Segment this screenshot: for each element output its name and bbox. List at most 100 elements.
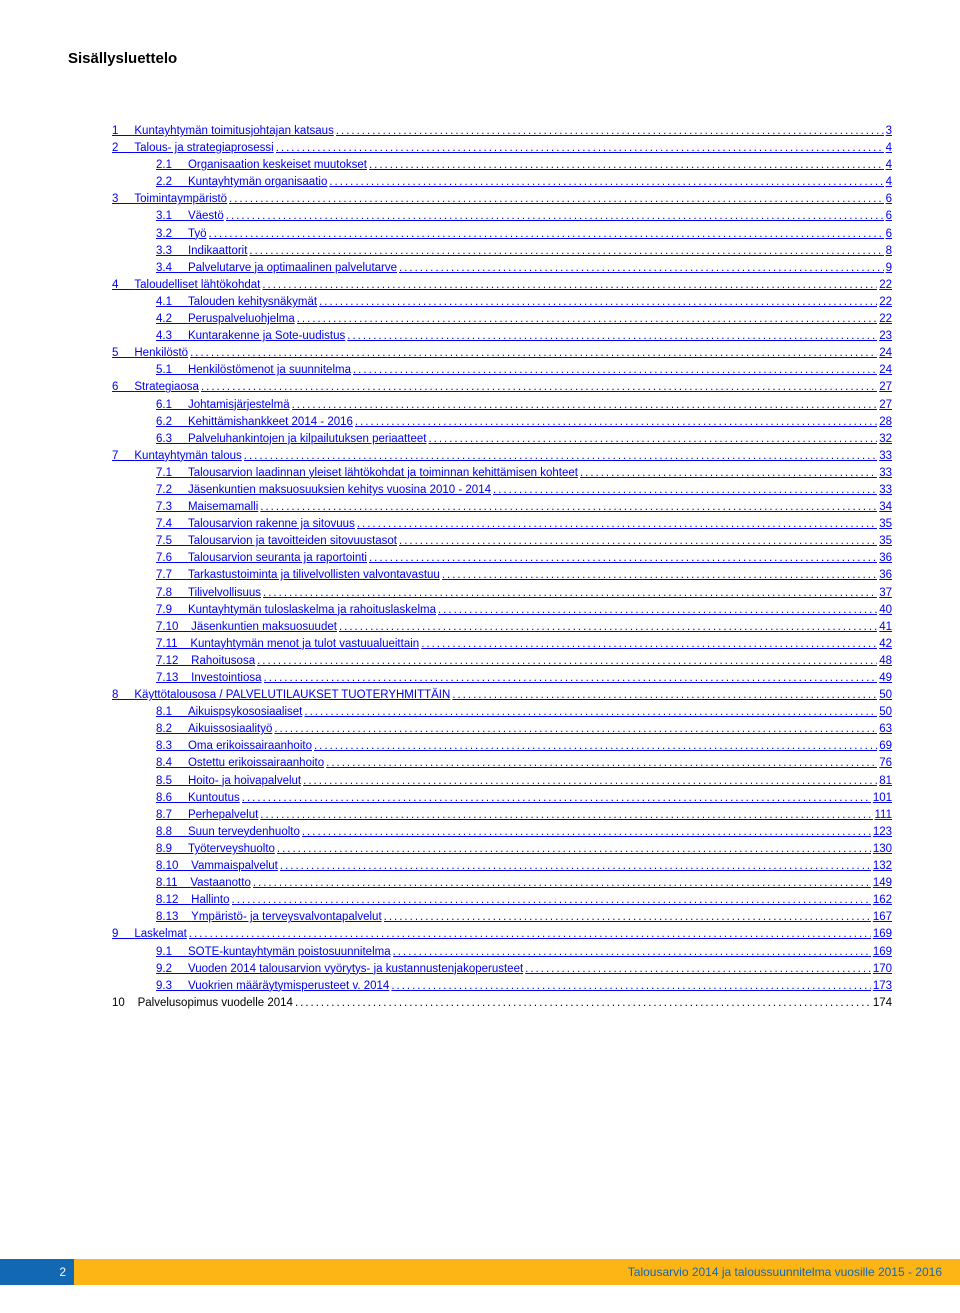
toc-entry[interactable]: 4.3 Kuntarakenne ja Sote-uudistus23 (68, 328, 892, 344)
toc-entry[interactable]: 4.1 Talouden kehitysnäkymät22 (68, 294, 892, 310)
toc-entry[interactable]: 7.3 Maisemamalli34 (68, 499, 892, 515)
footer-page-number: 2 (0, 1259, 74, 1285)
toc-entry[interactable]: 8.12 Hallinto162 (68, 892, 892, 908)
toc-entry[interactable]: 8.8 Suun terveydenhuolto123 (68, 824, 892, 840)
toc-number: 8.2 (68, 721, 188, 737)
toc-entry[interactable]: 9 Laskelmat169 (68, 926, 892, 942)
toc-page-number: 22 (879, 277, 892, 293)
toc-page-number: 9 (886, 260, 892, 276)
toc-title: Ympäristö- ja terveysvalvontapalvelut (191, 909, 381, 925)
toc-title: Rahoitusosa (191, 653, 255, 669)
toc-title: Ostettu erikoissairaanhoito (188, 755, 324, 771)
toc-title: Työterveyshuolto (188, 841, 275, 857)
toc-entry[interactable]: 6 Strategiaosa27 (68, 379, 892, 395)
toc-entry[interactable]: 3.3 Indikaattorit8 (68, 243, 892, 259)
toc-title: Talous- ja strategiaprosessi (134, 140, 273, 156)
toc-number: 9 (68, 926, 134, 942)
toc-number: 6.1 (68, 397, 188, 413)
toc-number: 8.11 (68, 875, 190, 891)
toc-entry[interactable]: 8.4 Ostettu erikoissairaanhoito76 (68, 755, 892, 771)
toc-page-number: 4 (886, 140, 892, 156)
page-footer: 2 Talousarvio 2014 ja taloussuunnitelma … (0, 1259, 960, 1285)
toc-leader-dots (249, 243, 883, 259)
toc-entry[interactable]: 8.13 Ympäristö- ja terveysvalvontapalvel… (68, 909, 892, 925)
toc-entry[interactable]: 6.1 Johtamisjärjestelmä27 (68, 397, 892, 413)
toc-title: Jäsenkuntien maksuosuudet (191, 619, 337, 635)
toc-entry[interactable]: 7.2 Jäsenkuntien maksuosuuksien kehitys … (68, 482, 892, 498)
toc-entry[interactable]: 3.1 Väestö6 (68, 208, 892, 224)
toc-entry[interactable]: 7.4 Talousarvion rakenne ja sitovuus35 (68, 516, 892, 532)
toc-entry[interactable]: 1 Kuntayhtymän toimitusjohtajan katsaus3 (68, 123, 892, 139)
toc-entry[interactable]: 7.12 Rahoitusosa48 (68, 653, 892, 669)
toc-page-number: 33 (879, 482, 892, 498)
toc-entry[interactable]: 4.2 Peruspalveluohjelma22 (68, 311, 892, 327)
toc-entry[interactable]: 7.1 Talousarvion laadinnan yleiset lähtö… (68, 465, 892, 481)
toc-number: 8.8 (68, 824, 188, 840)
toc-number: 8 (68, 687, 134, 703)
toc-page-number: 63 (879, 721, 892, 737)
toc-entry[interactable]: 7.6 Talousarvion seuranta ja raportointi… (68, 550, 892, 566)
toc-number: 8.3 (68, 738, 188, 754)
toc-entry[interactable]: 7.10 Jäsenkuntien maksuosuudet41 (68, 619, 892, 635)
toc-page-number: 48 (879, 653, 892, 669)
toc-entry[interactable]: 7 Kuntayhtymän talous33 (68, 448, 892, 464)
toc-entry[interactable]: 7.9 Kuntayhtymän tuloslaskelma ja rahoit… (68, 602, 892, 618)
toc-entry[interactable]: 8.11 Vastaanotto149 (68, 875, 892, 891)
toc-number: 8.7 (68, 807, 188, 823)
toc-entry[interactable]: 7.8 Tilivelvollisuus37 (68, 585, 892, 601)
toc-entry[interactable]: 3 Toimintaympäristö6 (68, 191, 892, 207)
toc-entry[interactable]: 8.2 Aikuissosiaalityö63 (68, 721, 892, 737)
toc-entry[interactable]: 7.5 Talousarvion ja tavoitteiden sitovuu… (68, 533, 892, 549)
toc-title: Vastaanotto (190, 875, 251, 891)
toc-title: Organisaation keskeiset muutokset (188, 157, 367, 173)
toc-number: 3.4 (68, 260, 188, 276)
toc-title: Tarkastustoiminta ja tilivelvollisten va… (188, 567, 440, 583)
toc-entry[interactable]: 8.10 Vammaispalvelut132 (68, 858, 892, 874)
toc-entry[interactable]: 6.3 Palveluhankintojen ja kilpailutuksen… (68, 431, 892, 447)
toc-page-number: 33 (879, 448, 892, 464)
toc-title: Johtamisjärjestelmä (188, 397, 290, 413)
toc-entry[interactable]: 5.1 Henkilöstömenot ja suunnitelma24 (68, 362, 892, 378)
toc-entry[interactable]: 7.7 Tarkastustoiminta ja tilivelvolliste… (68, 567, 892, 583)
toc-page-number: 174 (873, 995, 892, 1011)
toc-leader-dots (326, 755, 877, 771)
toc-entry[interactable]: 8 Käyttötalousosa / PALVELUTILAUKSET TUO… (68, 687, 892, 703)
toc-entry[interactable]: 2.2 Kuntayhtymän organisaatio4 (68, 174, 892, 190)
toc-leader-dots (384, 909, 871, 925)
toc-entry[interactable]: 8.5 Hoito- ja hoivapalvelut81 (68, 773, 892, 789)
toc-number: 8.10 (68, 858, 191, 874)
toc-leader-dots (201, 379, 877, 395)
toc-entry[interactable]: 2.1 Organisaation keskeiset muutokset4 (68, 157, 892, 173)
toc-leader-dots (369, 157, 884, 173)
toc-entry[interactable]: 8.6 Kuntoutus101 (68, 790, 892, 806)
toc-page-number: 101 (873, 790, 892, 806)
toc-title: Palvelutarve ja optimaalinen palvelutarv… (188, 260, 397, 276)
toc-entry[interactable]: 8.9 Työterveyshuolto130 (68, 841, 892, 857)
toc-page-number: 32 (879, 431, 892, 447)
toc-title: Vuokrien määräytymisperusteet v. 2014 (188, 978, 389, 994)
toc-title: Talousarvion laadinnan yleiset lähtökohd… (188, 465, 578, 481)
toc-entry[interactable]: 4 Taloudelliset lähtökohdat22 (68, 277, 892, 293)
toc-entry[interactable]: 2 Talous- ja strategiaprosessi4 (68, 140, 892, 156)
toc-entry[interactable]: 8.1 Aikuispsykososiaaliset50 (68, 704, 892, 720)
toc-title: Kuntoutus (188, 790, 240, 806)
toc-entry[interactable]: 3.2 Työ6 (68, 226, 892, 242)
toc-entry[interactable]: 8.7 Perhepalvelut111 (68, 807, 892, 823)
toc-entry[interactable]: 7.13 Investointiosa49 (68, 670, 892, 686)
toc-entry[interactable]: 5 Henkilöstö24 (68, 345, 892, 361)
toc-title: Kuntayhtymän organisaatio (188, 174, 327, 190)
toc-entry[interactable]: 8.3 Oma erikoissairaanhoito69 (68, 738, 892, 754)
toc-title: Strategiaosa (134, 379, 199, 395)
toc-leader-dots (399, 260, 884, 276)
toc-number: 7.7 (68, 567, 188, 583)
toc-entry[interactable]: 7.11 Kuntayhtymän menot ja tulot vastuua… (68, 636, 892, 652)
toc-title: Perhepalvelut (188, 807, 258, 823)
toc-entry[interactable]: 9.3 Vuokrien määräytymisperusteet v. 201… (68, 978, 892, 994)
toc-entry[interactable]: 3.4 Palvelutarve ja optimaalinen palvelu… (68, 260, 892, 276)
toc-entry[interactable]: 6.2 Kehittämishankkeet 2014 - 201628 (68, 414, 892, 430)
toc-entry[interactable]: 9.1 SOTE-kuntayhtymän poistosuunnitelma1… (68, 944, 892, 960)
toc-title: Talouden kehitysnäkymät (188, 294, 317, 310)
toc-entry[interactable]: 9.2 Vuoden 2014 talousarvion vyörytys- j… (68, 961, 892, 977)
toc-page-number: 6 (886, 208, 892, 224)
toc-number: 5 (68, 345, 134, 361)
